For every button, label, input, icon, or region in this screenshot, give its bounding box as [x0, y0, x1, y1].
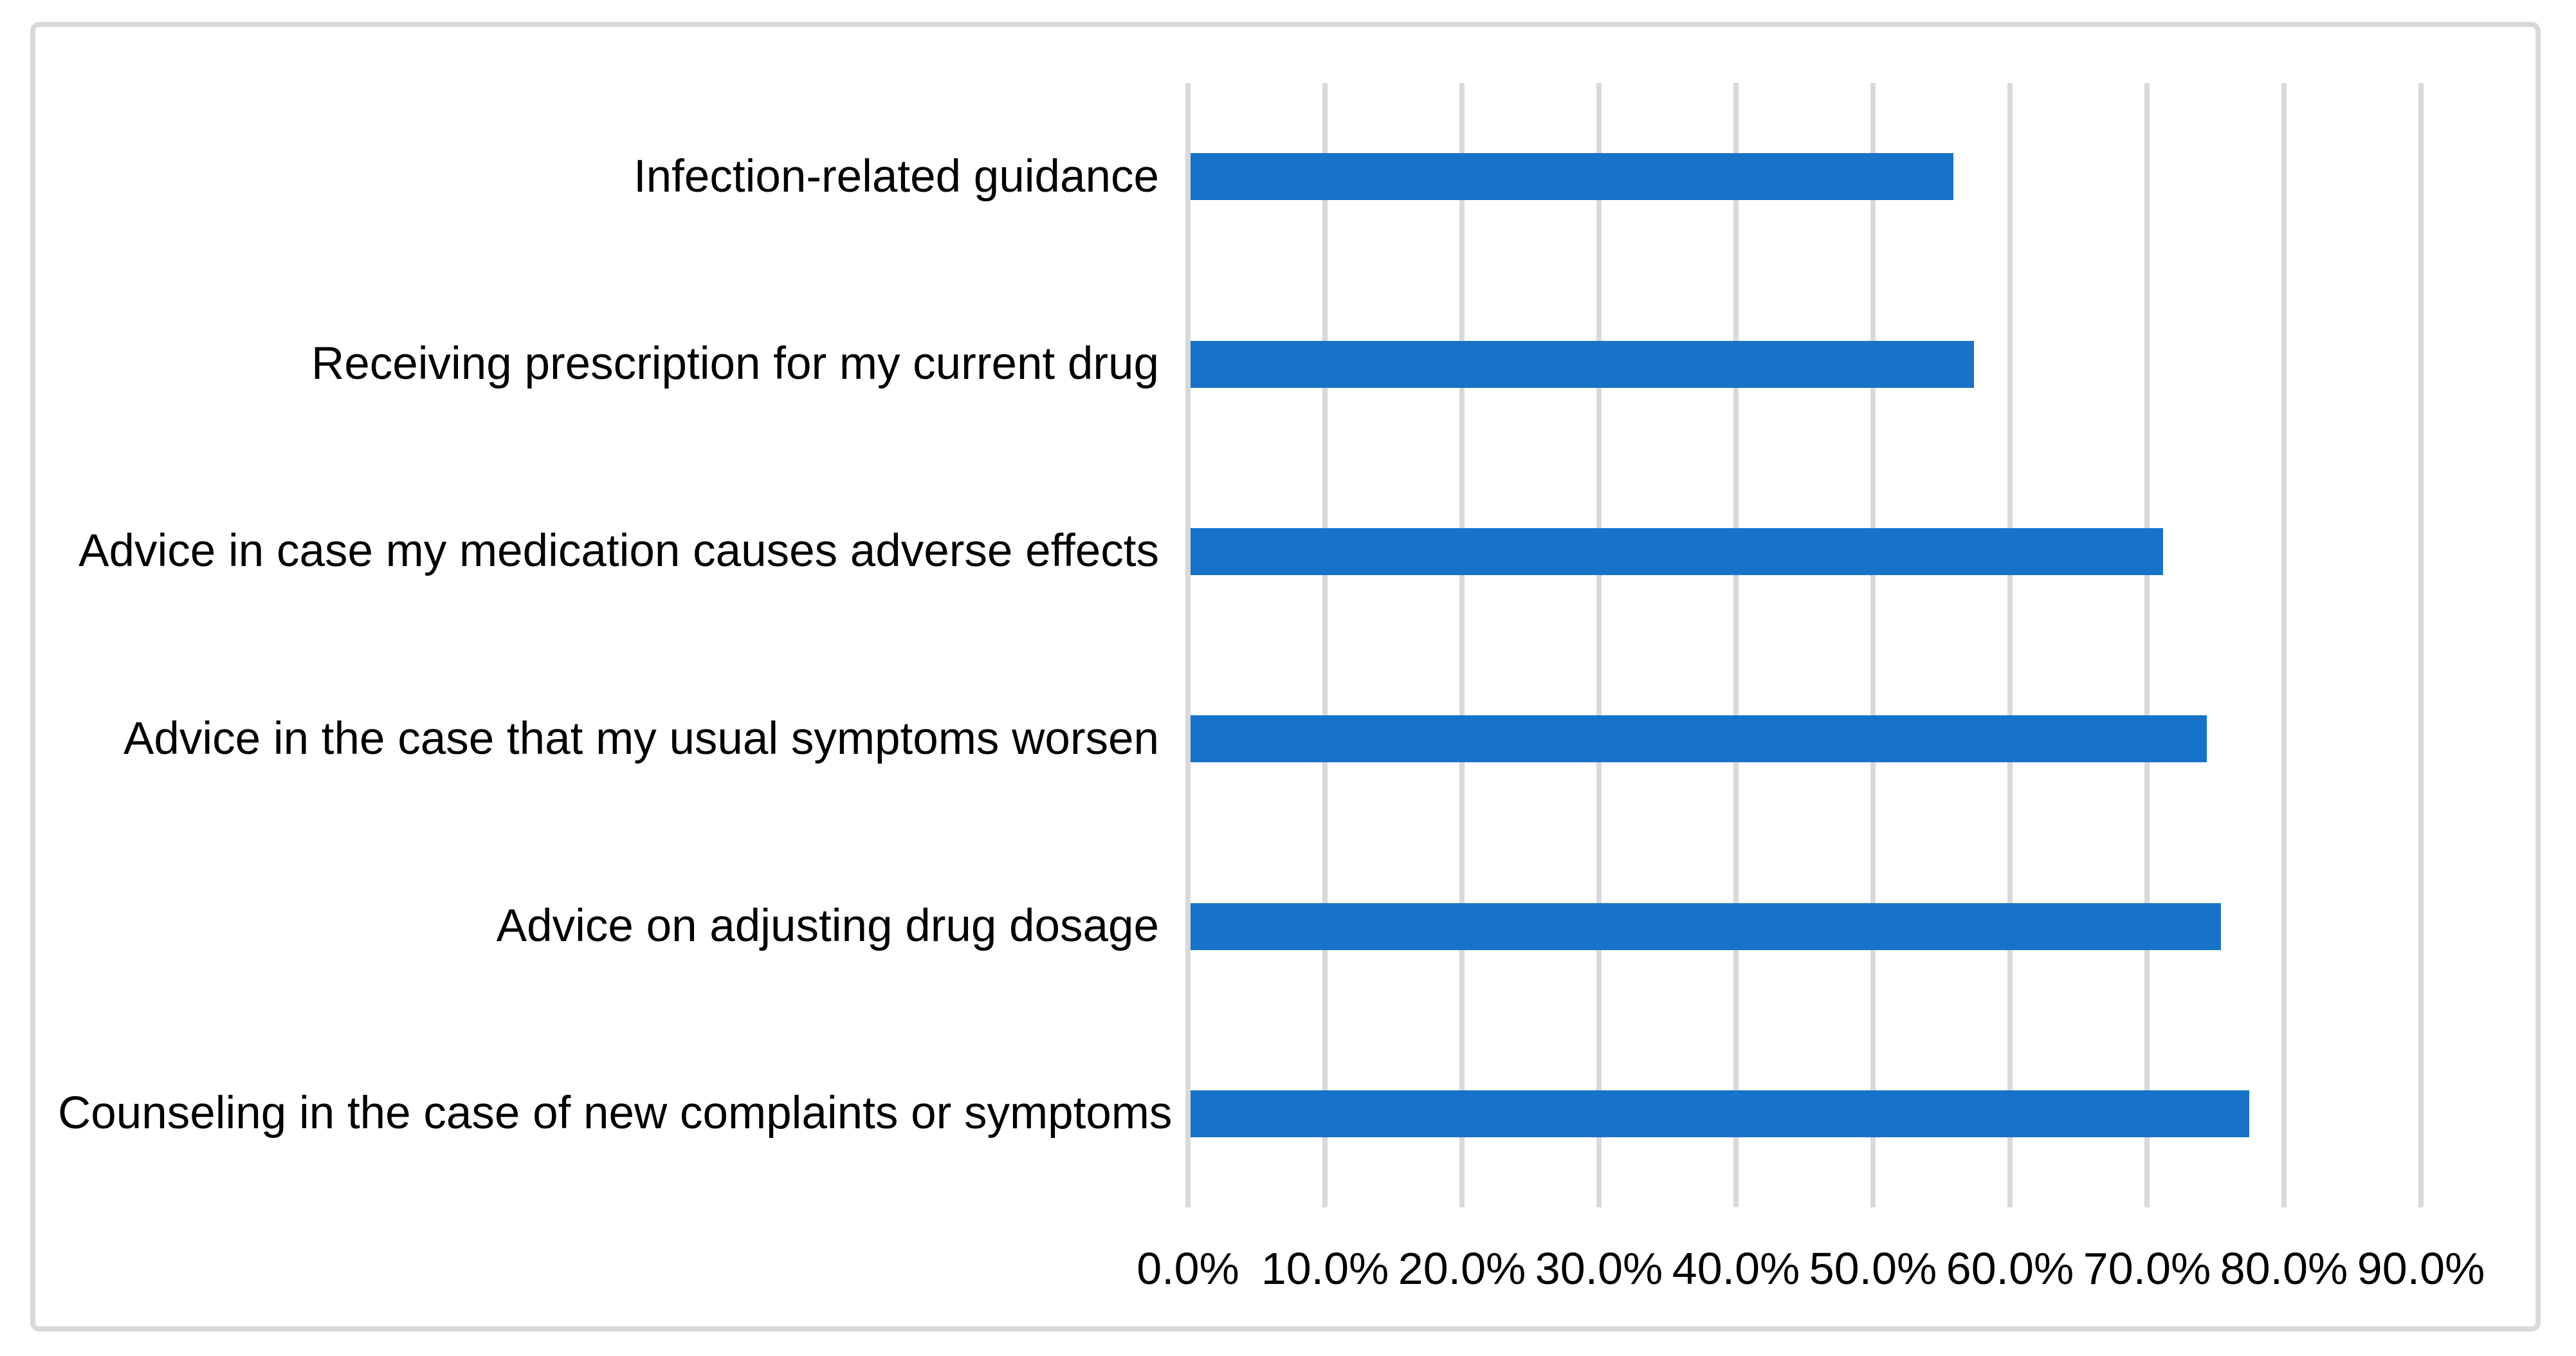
category-label: Infection-related guidance: [633, 151, 1159, 202]
x-tick-label: 0.0%: [1137, 1243, 1239, 1294]
x-tick-label: 40.0%: [1672, 1243, 1800, 1294]
x-tick-label: 70.0%: [2083, 1243, 2211, 1294]
category-label: Advice in the case that my usual symptom…: [123, 713, 1159, 764]
category-label: Receiving prescription for my current dr…: [311, 338, 1159, 389]
bar: [1191, 715, 2207, 763]
x-tick-label: 10.0%: [1261, 1243, 1389, 1294]
bar: [1191, 902, 2221, 950]
x-tick-label: 50.0%: [1809, 1243, 1937, 1294]
bar: [1191, 1090, 2250, 1137]
gridline-30: [1596, 83, 1602, 1207]
gridline-60: [2007, 83, 2013, 1207]
bar: [1191, 340, 1975, 388]
x-tick-label: 80.0%: [2220, 1243, 2348, 1294]
gridline-70: [2144, 83, 2150, 1207]
x-tick-label: 20.0%: [1398, 1243, 1526, 1294]
figure-border: [30, 22, 2541, 1332]
plot-area: [1185, 83, 2424, 1207]
category-label: Advice in case my medication causes adve…: [78, 526, 1159, 577]
x-tick-label: 90.0%: [2357, 1243, 2485, 1294]
x-tick-label: 60.0%: [1946, 1243, 2074, 1294]
category-label: Advice on adjusting drug dosage: [496, 901, 1159, 951]
bar: [1191, 527, 2164, 575]
category-label: Counseling in the case of new complaints…: [58, 1088, 1173, 1139]
gridline-0: [1185, 83, 1191, 1207]
bar: [1191, 153, 1954, 201]
gridline-10: [1322, 83, 1328, 1207]
gridline-50: [1870, 83, 1876, 1207]
gridline-40: [1733, 83, 1739, 1207]
gridline-20: [1459, 83, 1465, 1207]
gridline-90: [2418, 83, 2424, 1207]
gridline-80: [2281, 83, 2287, 1207]
x-tick-label: 30.0%: [1535, 1243, 1663, 1294]
